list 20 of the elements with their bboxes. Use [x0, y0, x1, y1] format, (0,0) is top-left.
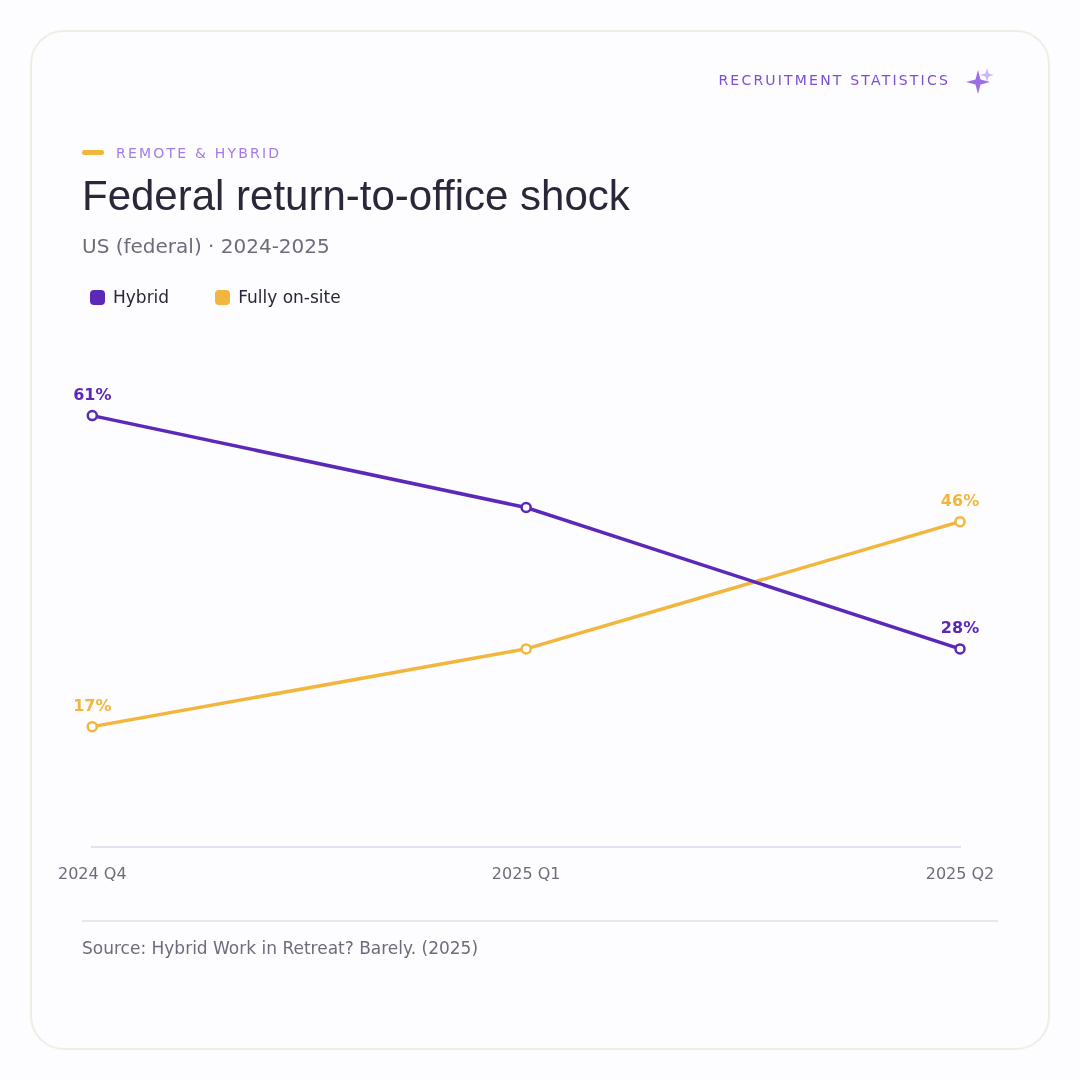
data-label: 61% — [73, 384, 112, 404]
legend-label: Hybrid — [113, 287, 170, 307]
point — [520, 643, 532, 655]
source-note: Source: Hybrid Work in Retreat? Barely. (2025) — [82, 938, 479, 958]
data-label: 46% — [940, 490, 980, 510]
chart-title: Federal return-to-office shock — [82, 172, 630, 220]
data-label: 28% — [940, 618, 980, 638]
point — [86, 720, 99, 733]
text: REMOTE & HYBRID — [116, 145, 282, 161]
point — [86, 409, 99, 422]
legend-label: Fully on-site — [238, 287, 341, 307]
data-label: 17% — [73, 695, 112, 715]
point — [954, 643, 966, 655]
x-tick-label: 2025 Q1 — [491, 863, 561, 883]
point — [520, 501, 532, 514]
text: RECRUITMENT STATISTICS — [718, 72, 950, 88]
x-tick-label: 2024 Q4 — [58, 863, 127, 883]
point — [954, 515, 966, 528]
chart-subtitle: US (federal) · 2024-2025 — [82, 234, 330, 258]
x-tick-label: 2025 Q2 — [925, 863, 995, 883]
